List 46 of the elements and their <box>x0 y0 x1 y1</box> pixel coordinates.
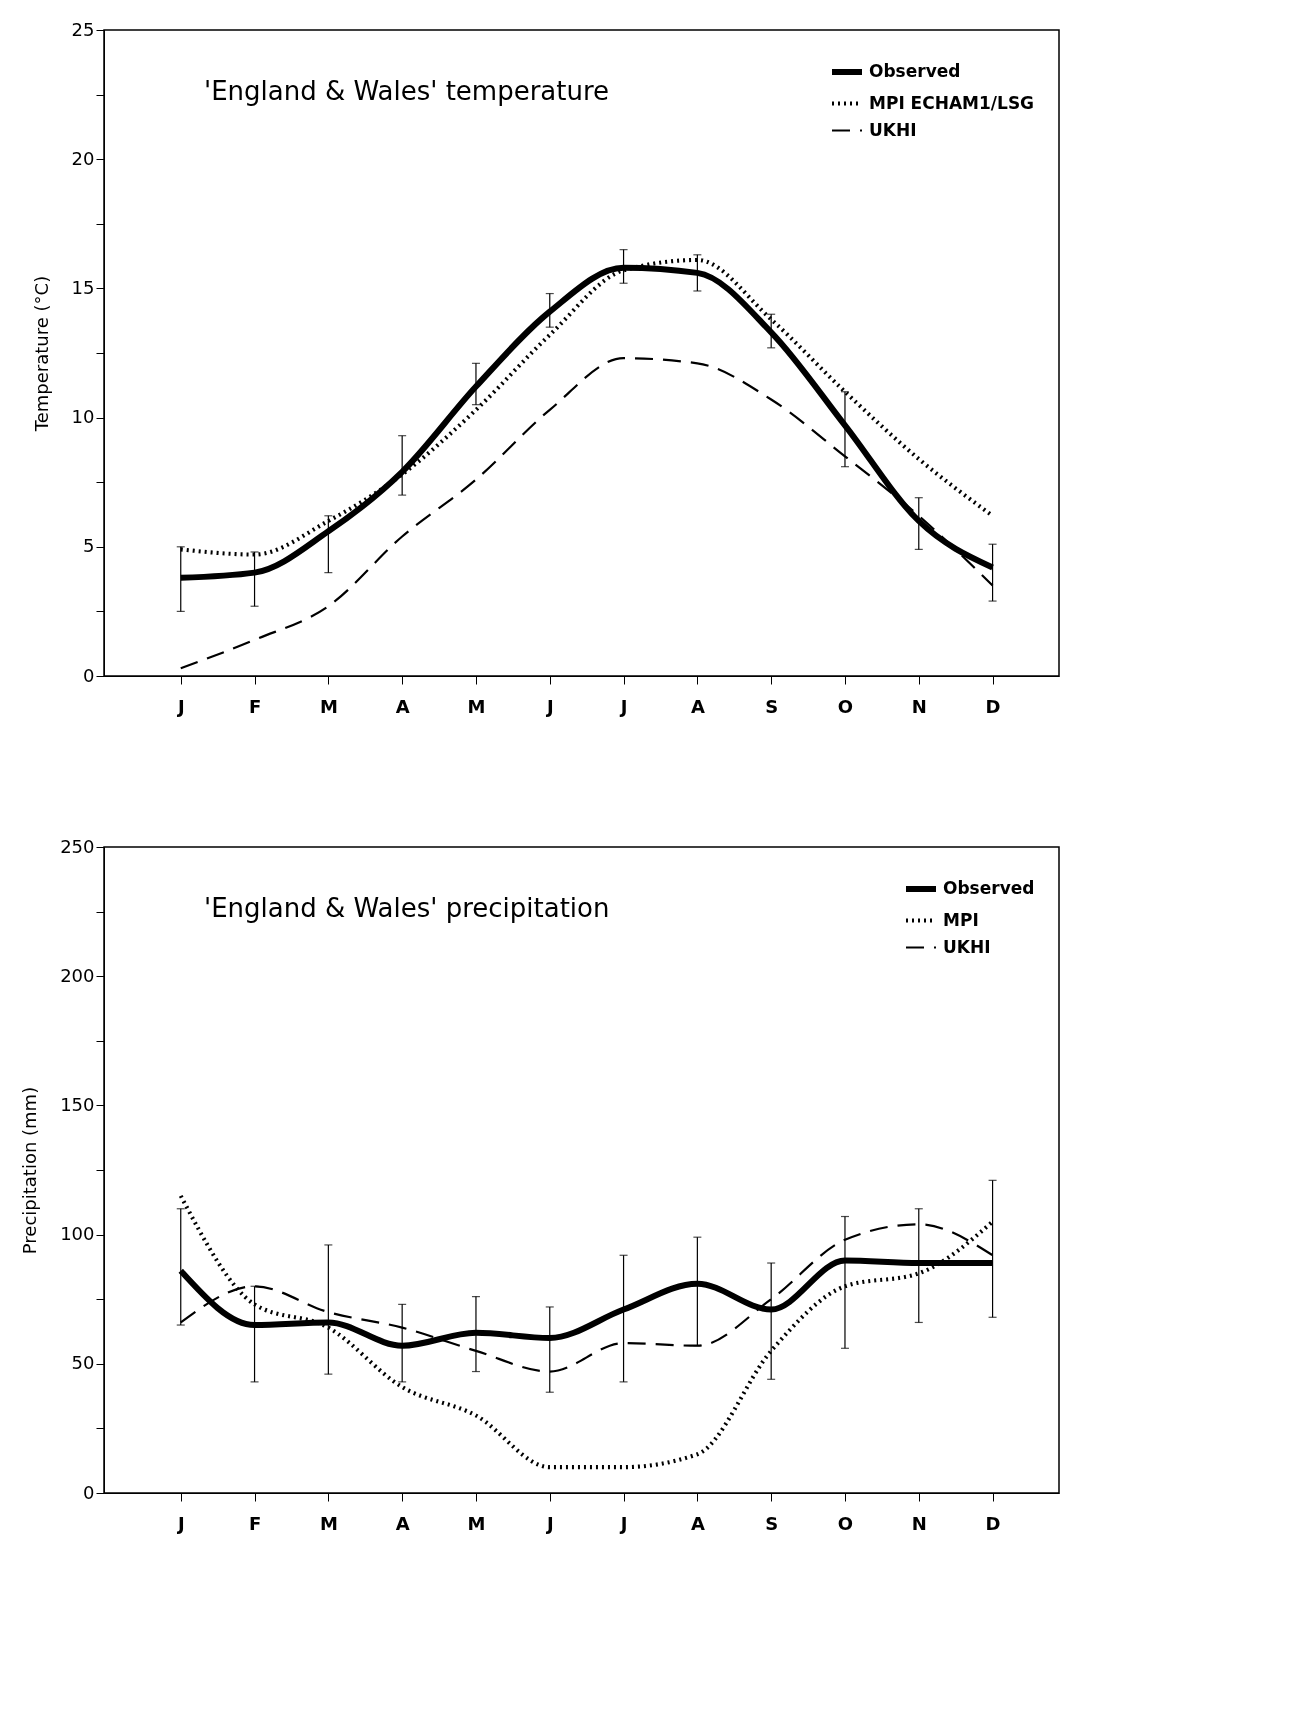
y-tick-label: 10 <box>71 406 95 428</box>
legend-label: Observed <box>943 878 1035 898</box>
x-tick-label: O <box>837 695 854 717</box>
x-tick-label: J <box>618 695 628 717</box>
x-tick-label: A <box>690 695 705 717</box>
legend-label: MPI <box>943 909 979 930</box>
text: 'England & Wales' precipitation <box>204 893 610 923</box>
legend-label: UKHI <box>943 936 991 957</box>
y-tick-label: 50 <box>71 1352 95 1374</box>
y-axis-title: Temperature (°C) <box>30 275 52 433</box>
x-tick-label: M <box>467 695 486 717</box>
legend-label: UKHI <box>869 119 917 140</box>
y-axis-title: Precipitation (mm) <box>19 1086 41 1255</box>
x-tick-label: D <box>985 695 1001 717</box>
x-tick-label: J <box>618 1512 628 1534</box>
y-tick-label: 0 <box>83 664 95 686</box>
x-tick-label: N <box>911 1512 927 1534</box>
legend-label: Observed <box>869 61 961 81</box>
x-tick-label: F <box>248 695 262 717</box>
y-tick-label: 25 <box>71 18 95 40</box>
x-tick-label: J <box>175 1512 185 1534</box>
y-tick-label: 200 <box>60 964 95 986</box>
x-tick-label: D <box>985 1512 1001 1534</box>
x-tick-label: A <box>690 1512 705 1534</box>
x-tick-label: S <box>765 695 779 717</box>
x-tick-label: J <box>544 1512 554 1534</box>
y-tick-label: 150 <box>60 1093 95 1115</box>
y-tick-label: 0 <box>83 1481 95 1503</box>
x-tick-label: A <box>395 695 410 717</box>
text: 'England & Wales' temperature <box>204 76 610 106</box>
x-tick-label: F <box>248 1512 262 1534</box>
x-tick-label: M <box>319 1512 338 1534</box>
x-tick-label: S <box>765 1512 779 1534</box>
x-tick-label: O <box>837 1512 854 1534</box>
x-tick-label: M <box>319 695 338 717</box>
y-tick-label: 5 <box>83 535 95 557</box>
x-tick-label: N <box>911 695 927 717</box>
y-tick-label: 100 <box>60 1223 95 1245</box>
x-tick-label: M <box>467 1512 486 1534</box>
x-tick-label: J <box>175 695 185 717</box>
legend-label: MPI ECHAM1/LSG <box>869 92 1035 113</box>
y-tick-label: 15 <box>71 276 95 298</box>
y-tick-label: 250 <box>60 835 95 857</box>
y-tick-label: 20 <box>71 147 95 169</box>
x-tick-label: A <box>395 1512 410 1534</box>
x-tick-label: J <box>544 695 554 717</box>
